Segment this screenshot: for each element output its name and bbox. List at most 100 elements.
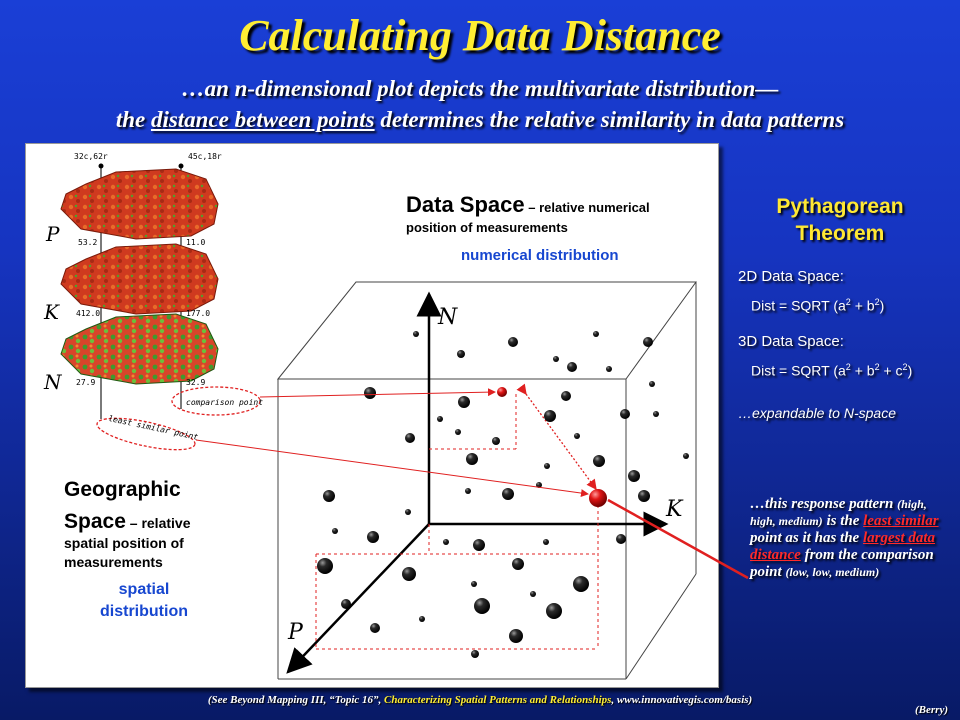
data-point (364, 387, 376, 399)
data-point (437, 416, 443, 422)
map-axis-n: N (43, 370, 63, 394)
comparison-point-label: comparison point (186, 398, 263, 407)
data-point (536, 482, 542, 488)
data-point (649, 381, 655, 387)
map-layer-p (60, 168, 219, 240)
data-space-heading: Data Space – relative numerical (406, 192, 650, 217)
data-point (509, 629, 523, 643)
cube-edge-bottom-right (625, 573, 697, 680)
map-layer-n (60, 313, 219, 385)
map-label-p-top-left: 32c,62r (74, 152, 108, 161)
note-t4: least similar (863, 513, 939, 529)
data-point (683, 453, 689, 459)
pythagorean-heading-line-2: Theorem (795, 222, 885, 245)
author-credit: (Berry) (915, 704, 948, 716)
data-point (466, 453, 478, 465)
data-point (473, 539, 485, 551)
data-point (370, 623, 380, 633)
d3-formula: Dist = SQRT (a2 + b2 + c2) (751, 362, 912, 379)
data-point (616, 534, 626, 544)
d3-formula-post: ) (907, 362, 913, 379)
data-points (317, 331, 689, 658)
data-point (638, 490, 650, 502)
note-t6: largest data distance (750, 530, 936, 563)
data-point (471, 581, 477, 587)
note-connector-line (607, 498, 749, 580)
d3-exp-c: 2 (902, 362, 908, 372)
footer-citation: (See Beyond Mapping III, “Topic 16”, Cha… (0, 694, 960, 706)
projection-lines (315, 383, 599, 650)
data-point (474, 598, 490, 614)
footer-link-title[interactable]: Characterizing Spatial Patterns and Rela… (384, 694, 612, 706)
map-label-k-top-left: 53.2 (78, 238, 97, 247)
note-t1: …this response pattern (750, 496, 898, 512)
spatial-distribution-label-2: distribution (100, 603, 188, 620)
d2-formula: Dist = SQRT (a2 + b2) (751, 297, 884, 314)
note-t8: (low, low, medium) (785, 565, 880, 579)
numerical-distribution-label: numerical distribution (461, 247, 619, 264)
pythagorean-heading-line-1: Pythagorean (776, 195, 904, 218)
note-t7: from the comparison point (750, 547, 934, 580)
data-point (653, 411, 659, 417)
map-pin-left (98, 163, 104, 169)
d3-formula-c: + c (879, 362, 903, 379)
data-space-desc: position of measurements (406, 220, 568, 235)
data-point (544, 463, 550, 469)
subtitle-line-1: …an n-dimensional plot depicts the multi… (181, 76, 779, 101)
map-label-n-bottom-right: 32.9 (186, 378, 205, 387)
d3-formula-b: + b (850, 362, 875, 379)
map-pin-right (178, 163, 184, 169)
d3-exp-b: 2 (874, 362, 880, 372)
least-similar-point-marker (96, 417, 196, 451)
pythagorean-heading: Pythagorean Theorem (735, 193, 945, 247)
data-point (574, 433, 580, 439)
comparison-point (497, 387, 507, 397)
data-point (419, 616, 425, 622)
geo-heading: Geographic (64, 478, 181, 501)
d2-label: 2D Data Space: (738, 268, 844, 285)
data-point (553, 356, 559, 362)
data-point (458, 396, 470, 408)
data-point (323, 490, 335, 502)
map-label-n-bottom-left: 27.9 (76, 378, 95, 387)
comparison-point-marker (171, 386, 261, 416)
data-point (457, 350, 465, 358)
data-point (405, 433, 415, 443)
d2-exp-b: 2 (874, 297, 880, 307)
data-point (530, 591, 536, 597)
axis-p (286, 523, 430, 674)
data-point (606, 366, 612, 372)
data-point (443, 539, 449, 545)
axis-n-label: N (437, 305, 458, 330)
subtitle-line-2: the distance between points determines t… (0, 107, 960, 133)
map-axis-k: K (43, 300, 60, 324)
least-similar-note: …this response pattern (high, high, medi… (750, 496, 950, 581)
geo-heading-2: Space – relative (64, 510, 191, 533)
data-point (561, 391, 571, 401)
geo-desc-3: measurements (64, 554, 163, 570)
d2-exp-a: 2 (845, 297, 851, 307)
geo-desc-2: spatial position of (64, 535, 184, 551)
map-label-p-top-right: 45c,18r (188, 152, 222, 161)
subtitle-underlined: distance between points (150, 107, 375, 132)
d2-formula-mid: + b (850, 297, 875, 314)
data-point (512, 558, 524, 570)
d2-formula-pre: Dist = SQRT (a (751, 297, 846, 314)
data-axes: N K P (286, 291, 684, 674)
data-point (367, 531, 379, 543)
footer-post: , www.innovativegis.com/basis) (611, 694, 753, 706)
data-point (546, 603, 562, 619)
data-point (593, 455, 605, 467)
d3-formula-pre: Dist = SQRT (a (751, 362, 846, 379)
diagram-svg: 32c,62r 45c,18r 53.2 11.0 412.0 177.0 27… (43, 152, 697, 680)
comparison-connector (259, 388, 496, 398)
data-point (413, 331, 419, 337)
footer-pre: (See Beyond Mapping III, “Topic 16”, (207, 694, 385, 706)
d3-exp-a: 2 (845, 362, 851, 372)
map-label-n-top-right: 177.0 (186, 309, 210, 318)
data-point (643, 337, 653, 347)
data-point (573, 576, 589, 592)
data-point (502, 488, 514, 500)
data-point (455, 429, 461, 435)
axis-p-label: P (287, 620, 304, 645)
